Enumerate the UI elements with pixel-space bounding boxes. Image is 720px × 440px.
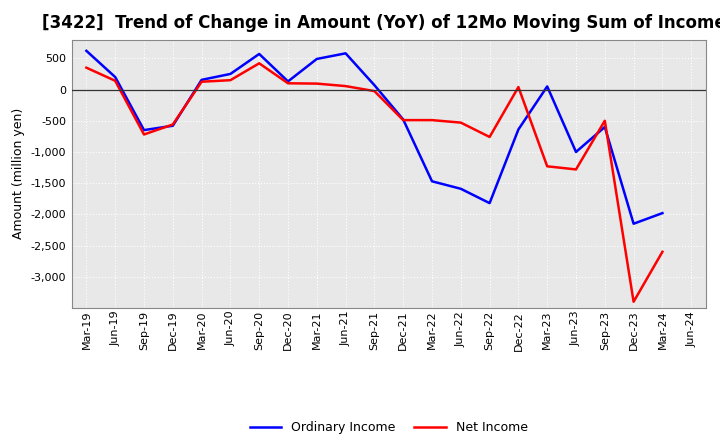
Ordinary Income [543,84,552,89]
Ordinary Income [140,128,148,133]
Ordinary Income [572,149,580,154]
Net Income [197,79,206,84]
Net Income [140,132,148,137]
Ordinary Income [82,48,91,54]
Net Income [485,134,494,139]
Ordinary Income [658,210,667,216]
Ordinary Income [456,186,465,191]
Net Income [572,167,580,172]
Net Income [226,77,235,83]
Legend: Ordinary Income, Net Income: Ordinary Income, Net Income [245,416,533,439]
Line: Ordinary Income: Ordinary Income [86,51,662,224]
Ordinary Income [226,71,235,77]
Net Income [399,117,408,123]
Ordinary Income [284,79,292,84]
Net Income [543,164,552,169]
Net Income [428,117,436,123]
Ordinary Income [370,83,379,88]
Ordinary Income [312,56,321,62]
Net Income [600,118,609,123]
Net Income [284,81,292,86]
Ordinary Income [428,179,436,184]
Net Income [168,122,177,127]
Net Income [111,78,120,84]
Net Income [341,84,350,89]
Ordinary Income [600,125,609,130]
Net Income [629,299,638,304]
Ordinary Income [255,51,264,57]
Net Income [370,88,379,94]
Net Income [255,61,264,66]
Ordinary Income [197,77,206,83]
Net Income [658,249,667,254]
Net Income [312,81,321,86]
Title: [3422]  Trend of Change in Amount (YoY) of 12Mo Moving Sum of Incomes: [3422] Trend of Change in Amount (YoY) o… [42,15,720,33]
Ordinary Income [399,117,408,122]
Ordinary Income [629,221,638,226]
Net Income [456,120,465,125]
Line: Net Income: Net Income [86,63,662,302]
Ordinary Income [514,127,523,132]
Ordinary Income [168,123,177,128]
Ordinary Income [111,74,120,80]
Ordinary Income [341,51,350,56]
Net Income [82,65,91,70]
Net Income [514,84,523,90]
Ordinary Income [485,201,494,206]
Y-axis label: Amount (million yen): Amount (million yen) [12,108,25,239]
